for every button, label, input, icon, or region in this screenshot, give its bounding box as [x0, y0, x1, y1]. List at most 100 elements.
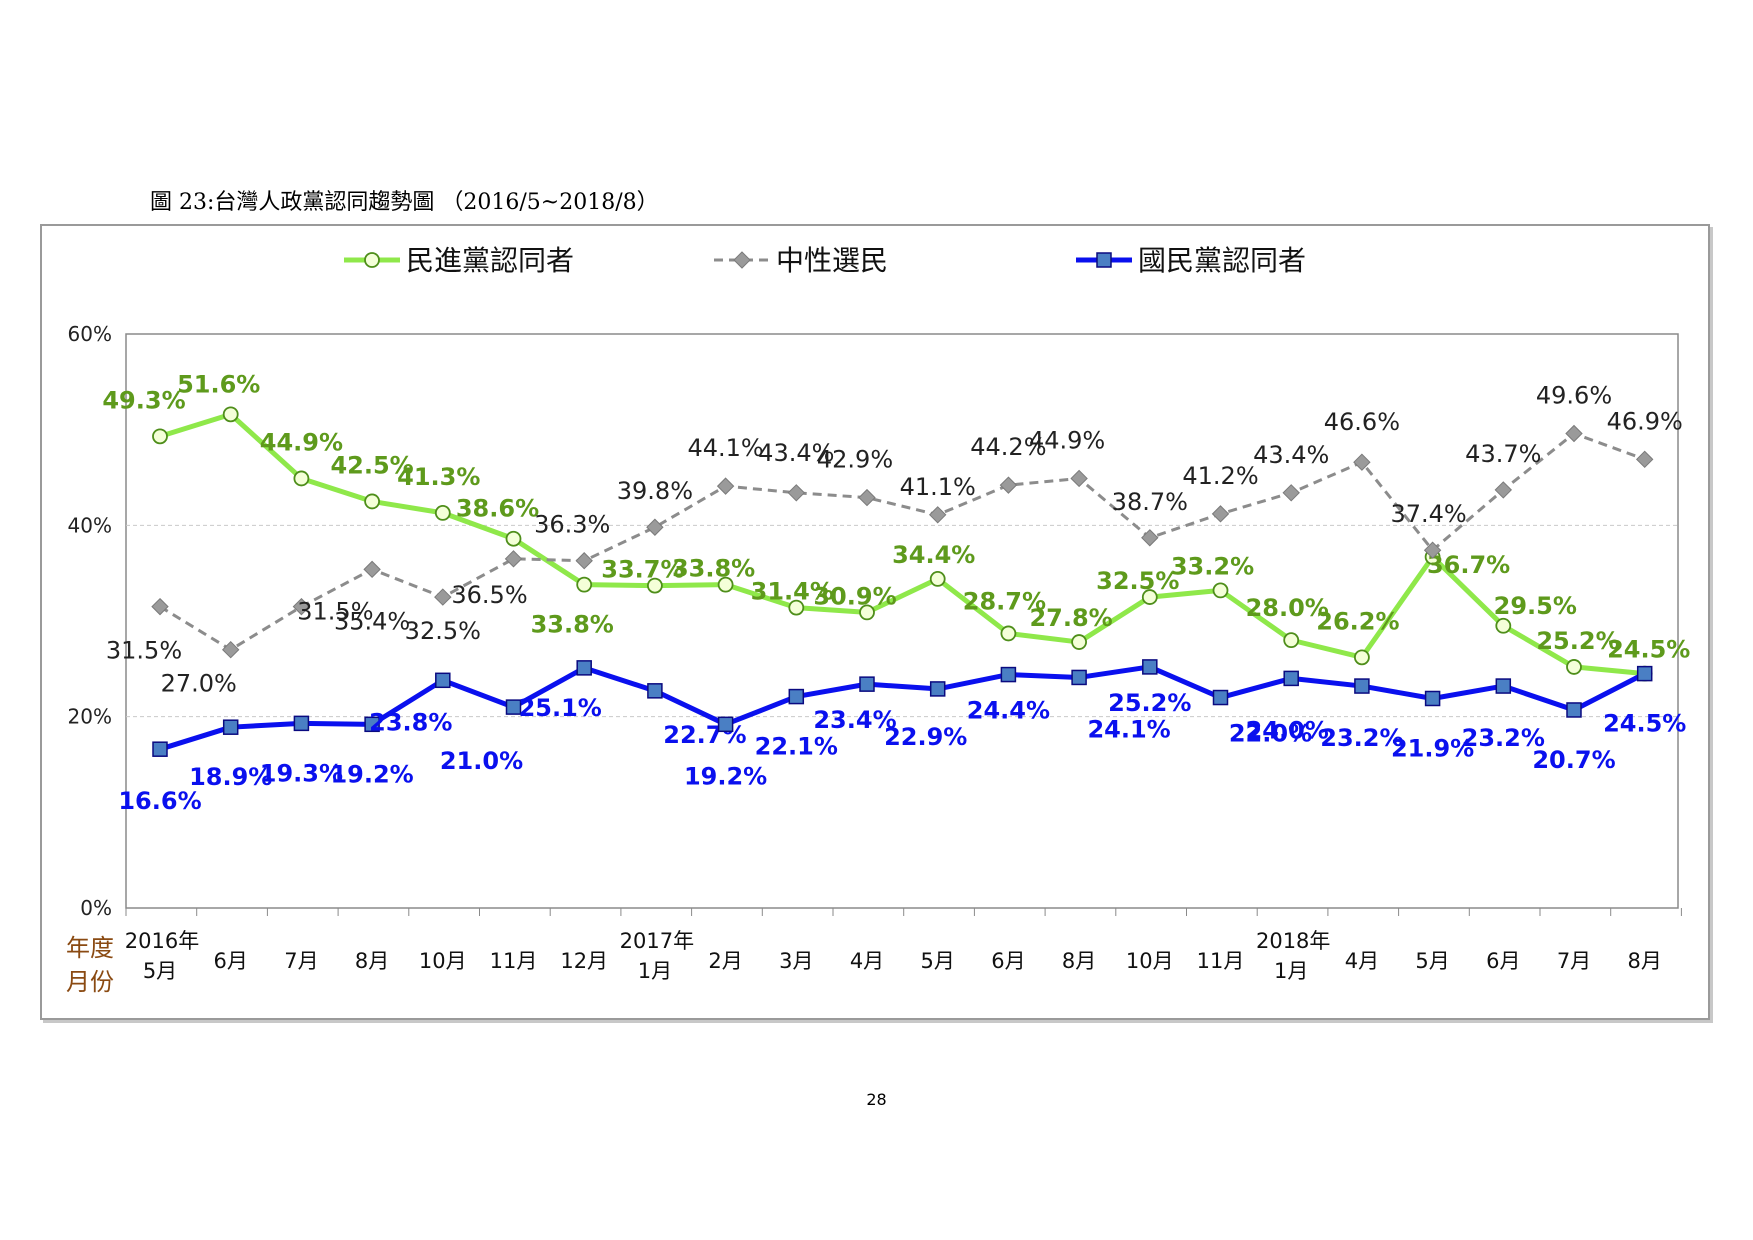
data-label: 33.8%: [672, 555, 755, 583]
data-label: 23.8%: [369, 708, 452, 736]
data-point: [1353, 453, 1371, 471]
y-tick-label: 40%: [68, 513, 112, 537]
axis-caption-month: 月份: [66, 968, 114, 996]
data-label: 49.3%: [102, 386, 185, 414]
data-label: 41.3%: [397, 463, 480, 491]
data-point: [221, 640, 240, 659]
data-label: 27.0%: [161, 670, 237, 698]
data-label: 23.2%: [1462, 724, 1545, 752]
data-point: [222, 719, 239, 735]
data-point: [646, 518, 664, 536]
data-point: [999, 476, 1018, 494]
data-label: 44.9%: [260, 428, 343, 456]
series-line: [159, 411, 1645, 677]
data-label: 42.5%: [330, 451, 413, 479]
data-point: [152, 428, 168, 445]
data-point: [928, 506, 947, 524]
series-0: 49.3%51.6%44.9%42.5%41.3%38.6%33.8%33.7%…: [102, 370, 1690, 682]
data-point: [1000, 666, 1017, 683]
legend-label: 民進黨認同者: [406, 244, 574, 277]
data-label: 29.5%: [1494, 592, 1577, 620]
data-point: [717, 576, 734, 593]
data-point: [1636, 665, 1653, 682]
data-point: [364, 493, 381, 510]
data-label: 36.3%: [534, 511, 610, 539]
data-point: [1212, 582, 1229, 599]
data-label: 19.2%: [684, 762, 767, 790]
data-point: [929, 571, 946, 587]
data-label: 24.4%: [967, 697, 1050, 725]
legend-label: 國民黨認同者: [1138, 244, 1306, 277]
legend-marker: [1096, 252, 1112, 268]
data-point: [1494, 481, 1513, 499]
data-label: 24.1%: [1087, 715, 1170, 743]
data-point: [1212, 689, 1229, 706]
data-label: 51.6%: [177, 370, 260, 398]
data-point: [434, 588, 452, 606]
data-point: [788, 688, 805, 705]
data-label: 46.6%: [1324, 408, 1400, 436]
data-point: [859, 676, 875, 692]
data-point: [576, 576, 593, 593]
data-point: [1070, 469, 1088, 488]
x-tick-label: 6月: [991, 949, 1025, 973]
data-label: 23.4%: [813, 706, 896, 734]
data-label: 20.7%: [1532, 746, 1615, 774]
x-year-label: 2018年: [1256, 929, 1330, 953]
data-point: [505, 530, 522, 547]
data-label: 43.4%: [1253, 441, 1329, 469]
x-tick-label: 4月: [1345, 949, 1379, 973]
data-label: 21.9%: [1391, 734, 1474, 762]
data-label: 31.4%: [751, 578, 834, 606]
x-year-label: 2016年: [125, 929, 199, 953]
data-point: [1354, 678, 1370, 694]
data-label: 25.1%: [519, 694, 602, 722]
data-point: [1141, 529, 1159, 547]
plot-area: [125, 333, 1679, 909]
data-label: 19.3%: [260, 759, 343, 787]
data-point: [1354, 649, 1370, 666]
x-tick-label: 11月: [1197, 949, 1245, 973]
data-point: [1071, 634, 1087, 650]
x-tick-label: 2月: [708, 949, 742, 973]
data-point: [1566, 702, 1582, 718]
data-label: 36.5%: [451, 581, 527, 609]
data-point: [1566, 659, 1582, 675]
data-label: 41.2%: [1182, 462, 1258, 490]
data-point: [1283, 670, 1299, 687]
data-label: 33.8%: [531, 611, 614, 639]
data-point: [435, 672, 451, 689]
data-label: 36.7%: [1427, 551, 1510, 579]
x-tick-label: 8月: [1062, 949, 1096, 973]
data-point: [293, 470, 310, 487]
data-label: 30.9%: [813, 582, 896, 610]
data-point: [1424, 690, 1441, 707]
line-chart: 0% 20% 40% 60% 5月 2016年 6月 7月 8月 10月 11月 12月 1月 2017年…: [66, 244, 1690, 996]
data-point: [364, 716, 380, 733]
data-point: [788, 599, 805, 616]
data-label: 39.8%: [617, 477, 693, 505]
data-point: [787, 484, 806, 502]
data-label: 24.5%: [1603, 710, 1686, 738]
data-label: 21.0%: [440, 747, 523, 775]
data-label: 25.2%: [1536, 627, 1619, 655]
x-tick-label: 6月: [214, 949, 248, 973]
series-line: [159, 431, 1646, 652]
axis-caption-year: 年度: [66, 934, 114, 962]
data-point: [1565, 424, 1583, 443]
legend-marker: [733, 251, 751, 269]
data-point: [434, 504, 451, 521]
data-label: 27.8%: [1029, 604, 1112, 632]
data-label: 25.2%: [1108, 689, 1191, 717]
x-tick-label: 6月: [1486, 949, 1520, 973]
data-label: 44.9%: [1029, 426, 1105, 454]
data-label: 32.5%: [1096, 567, 1179, 595]
page-number: 28: [866, 1090, 887, 1109]
data-label: 24.0%: [1246, 716, 1329, 744]
legend-marker: [364, 252, 380, 268]
x-tick-label: 8月: [1628, 949, 1662, 973]
data-point: [151, 597, 169, 616]
data-point: [1283, 632, 1300, 649]
data-label: 33.7%: [601, 556, 684, 584]
data-label: 23.2%: [1320, 724, 1403, 752]
